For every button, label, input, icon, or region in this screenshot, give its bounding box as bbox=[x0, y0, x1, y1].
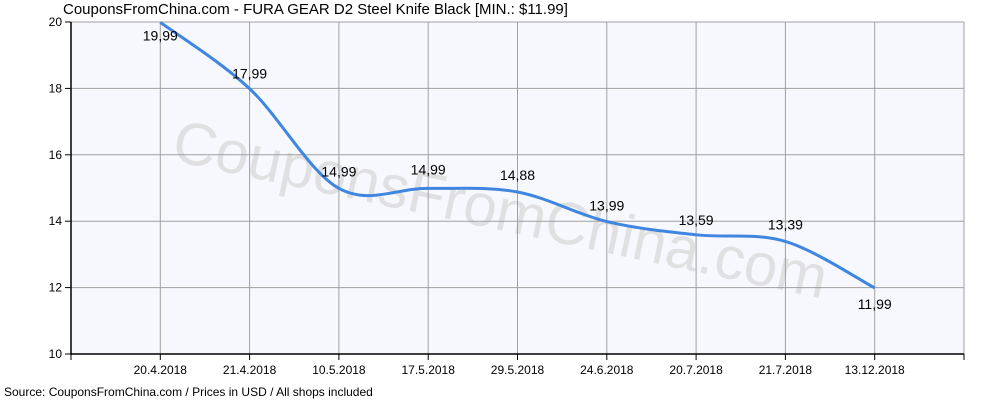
x-tick-label: 21.4.2018 bbox=[223, 363, 277, 377]
y-tick-label: 20 bbox=[49, 15, 63, 29]
y-tick-label: 14 bbox=[49, 214, 63, 228]
y-tick-label: 10 bbox=[49, 347, 63, 361]
data-point-label: 14,99 bbox=[321, 163, 356, 179]
data-point-label: 11,99 bbox=[858, 296, 892, 312]
x-tick-label: 21.7.2018 bbox=[759, 363, 813, 377]
price-series-line bbox=[159, 21, 876, 290]
chart-title: CouponsFromChina.com - FURA GEAR D2 Stee… bbox=[63, 1, 568, 18]
data-point-label: 14,99 bbox=[411, 161, 446, 177]
x-axis-ticks: 20.4.2018 21.4.2018 10.5.2018 17.5.2018 29.5… bbox=[70, 354, 965, 377]
x-tick-label: 10.5.2018 bbox=[312, 363, 366, 377]
data-point-label: 19,99 bbox=[143, 27, 178, 43]
x-tick-label: 20.4.2018 bbox=[134, 363, 188, 377]
gridlines bbox=[71, 21, 965, 354]
data-point-label: 14,88 bbox=[500, 167, 535, 183]
x-tick-label: 17.5.2018 bbox=[402, 363, 456, 377]
x-tick-label: 20.7.2018 bbox=[669, 363, 723, 377]
y-tick-label: 18 bbox=[49, 81, 63, 95]
source-note: Source: CouponsFromChina.com / Prices in… bbox=[4, 385, 373, 399]
x-tick-label: 13.12.2018 bbox=[845, 363, 905, 377]
data-point-label: 17,99 bbox=[232, 66, 267, 82]
data-point-label: 13,59 bbox=[679, 212, 714, 228]
data-labels: 19,99 17,99 14,99 14,99 14,88 13,99 13,59 13,39… bbox=[143, 27, 892, 312]
y-axis-ticks: 10 12 14 16 18 20 bbox=[49, 15, 71, 361]
data-point-label: 13,39 bbox=[768, 216, 803, 232]
y-tick-label: 12 bbox=[49, 281, 63, 295]
x-tick-label: 24.6.2018 bbox=[580, 363, 634, 377]
x-tick-label: 29.5.2018 bbox=[491, 363, 545, 377]
y-tick-label: 16 bbox=[49, 148, 63, 162]
data-point-label: 13,99 bbox=[589, 198, 624, 214]
